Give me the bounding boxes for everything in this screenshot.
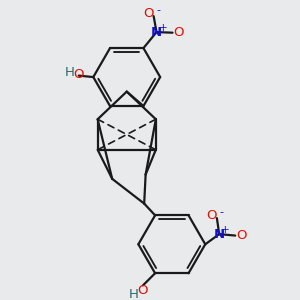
- Text: N: N: [151, 26, 162, 39]
- Text: +: +: [159, 23, 167, 33]
- Text: H: H: [65, 66, 75, 79]
- Text: O: O: [174, 26, 184, 39]
- Text: -: -: [219, 207, 223, 217]
- Text: -: -: [156, 5, 160, 15]
- Text: H: H: [129, 288, 139, 300]
- Text: O: O: [206, 209, 217, 222]
- Text: O: O: [137, 284, 148, 297]
- Text: O: O: [236, 229, 247, 242]
- Text: +: +: [221, 225, 230, 235]
- Text: O: O: [73, 68, 83, 81]
- Text: N: N: [214, 228, 225, 241]
- Text: O: O: [143, 7, 154, 20]
